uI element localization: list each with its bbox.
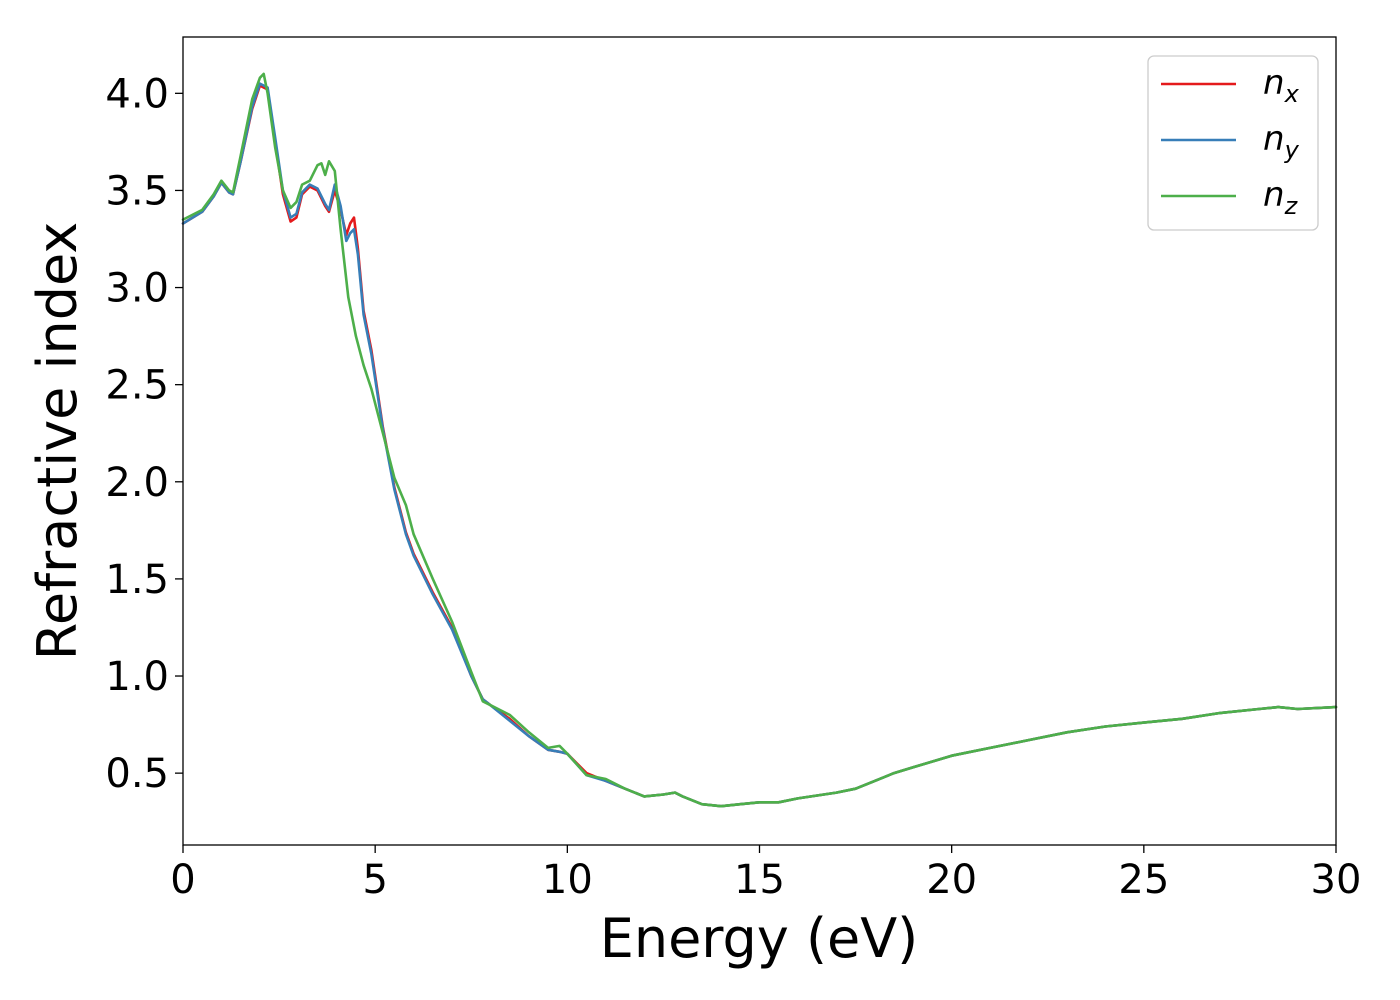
legend-label-y: ny [1263, 119, 1300, 164]
legend-frame [1147, 55, 1319, 231]
y-axis-label: Refractive index [26, 222, 89, 661]
x-tick-label: 30 [1311, 857, 1362, 903]
y-tick-label: 2.5 [105, 363, 169, 409]
y-tick-label: 3.0 [105, 266, 169, 312]
x-tick-label: 15 [734, 857, 785, 903]
y-tick-label: 1.5 [105, 557, 169, 603]
x-tick-label: 5 [362, 857, 387, 903]
y-tick-label: 3.5 [105, 168, 169, 214]
legend-entries: nx ny nz [1161, 63, 1300, 220]
x-tick-label: 10 [542, 857, 593, 903]
y-tick-label: 0.5 [105, 751, 169, 797]
series-line-z [181, 72, 1338, 808]
legend-label-z: nz [1263, 175, 1299, 220]
x-tick-label: 0 [170, 857, 195, 903]
y-axis: 0.5 1.0 1.5 2.0 2.5 3.0 3.5 4.0 [105, 71, 183, 797]
y-tick-label: 2.0 [105, 460, 169, 506]
y-tick-label: 4.0 [105, 71, 169, 117]
x-tick-label: 25 [1118, 857, 1169, 903]
legend-label-x: nx [1263, 63, 1300, 108]
legend: nx ny nz [1147, 55, 1319, 231]
x-tick-label: 20 [926, 857, 977, 903]
y-tick-label: 1.0 [105, 654, 169, 700]
series-layer [181, 72, 1338, 808]
x-axis: 0 5 10 15 20 25 30 [170, 845, 1361, 903]
x-axis-label: Energy (eV) [600, 907, 919, 970]
